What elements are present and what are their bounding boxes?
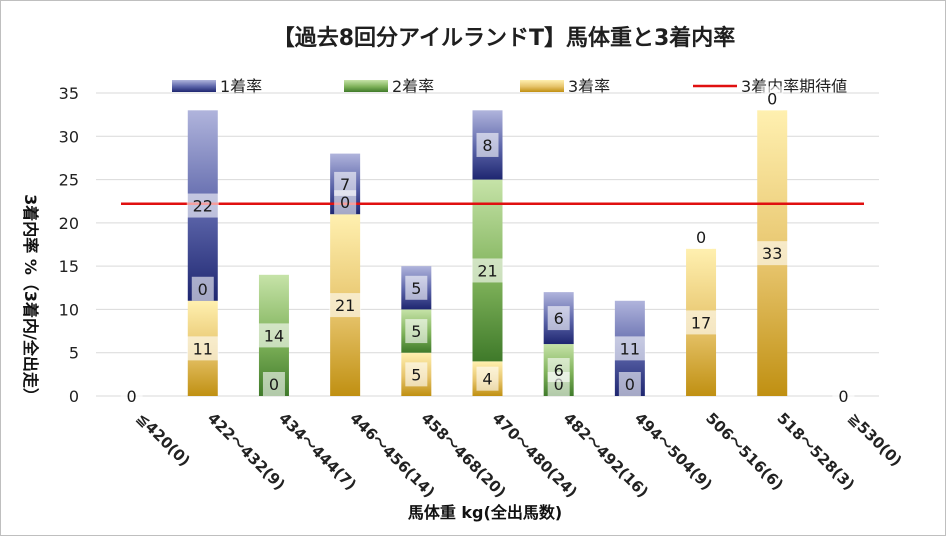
y-tick-label: 35 [59,84,79,103]
data-label: 0 [625,375,635,394]
data-label-bg [262,372,285,396]
data-label-bg [476,366,499,391]
data-label-bg [329,293,362,318]
data-label: 14 [264,326,284,345]
y-tick-label: 20 [59,214,79,233]
data-label: 17 [691,313,711,332]
data-label: 21 [477,261,497,280]
data-label-bg [756,241,789,266]
data-label: 0 [269,375,279,394]
data-label-bg [405,275,428,300]
data-label-bg [120,384,143,408]
data-label: 4 [482,370,492,389]
x-axis-ticks: ≦420(0) 422～432(9)434～444(7)446～456(14)45… [133,409,906,501]
data-label-bg [690,224,713,249]
data-label-bg [547,306,570,331]
data-label-bg [476,132,499,157]
data-label: 5 [411,279,421,298]
y-axis-label: 3着内率 %（3着内/全出走） [21,194,40,404]
y-tick-label: 15 [59,257,79,276]
legend-label-1st: 1着率 [220,77,262,96]
data-label-bg [191,276,214,301]
data-label-bg [613,336,646,361]
data-label-bg [761,86,784,111]
data-label-bg [334,171,357,196]
legend: 1着率 2着率 3着率 3着内率期待値 [172,77,847,96]
data-label-bg [471,258,504,283]
data-label-bg [618,372,641,396]
legend-swatch-2nd [344,80,388,92]
data-label-bg [685,310,718,335]
data-label: 0 [838,387,848,406]
data-label: 11 [193,339,213,358]
data-label: 0 [198,280,208,299]
x-tick-label: ≦420(0) [133,409,194,470]
data-label: 0 [340,193,350,212]
legend-label-2nd: 2着率 [392,77,434,96]
data-label: 5 [411,322,421,341]
data-label-bg [186,193,219,218]
data-label: 0 [554,375,564,394]
data-label: 7 [340,175,350,194]
x-axis-label: 馬体重 kg(全出馬数) [408,503,562,522]
legend-swatch-1st [172,80,216,92]
data-label: 22 [193,197,213,216]
data-label: 8 [482,136,492,155]
chart-title: 【過去8回分アイルランドT】馬体重と3着内率 [273,25,736,51]
data-label-bg [832,384,855,408]
data-label-bg [186,336,219,361]
data-label-bg [547,358,570,383]
y-tick-label: 5 [69,344,79,363]
data-label: 6 [554,361,564,380]
data-label: 0 [696,228,706,247]
data-label: 21 [335,296,355,315]
data-label-bg [257,323,290,348]
legend-swatch-3rd [520,80,564,92]
data-label: 11 [620,339,640,358]
data-label: 5 [411,365,421,384]
data-label-bg [405,362,428,387]
x-tick-label: ≧530(0) [845,409,906,470]
y-tick-label: 30 [59,127,79,146]
data-label-bg [334,190,357,215]
y-axis-ticks: 0 5 10 15 20 25 30 35 [59,84,79,406]
data-label-bg [405,319,428,344]
y-tick-label: 25 [59,171,79,190]
y-tick-label: 0 [69,387,79,406]
data-label: 33 [762,244,782,263]
legend-label-3rd: 3着率 [568,77,610,96]
data-label: 0 [767,89,777,108]
y-tick-label: 10 [59,300,79,319]
data-label: 6 [554,309,564,328]
data-label: 0 [126,387,136,406]
